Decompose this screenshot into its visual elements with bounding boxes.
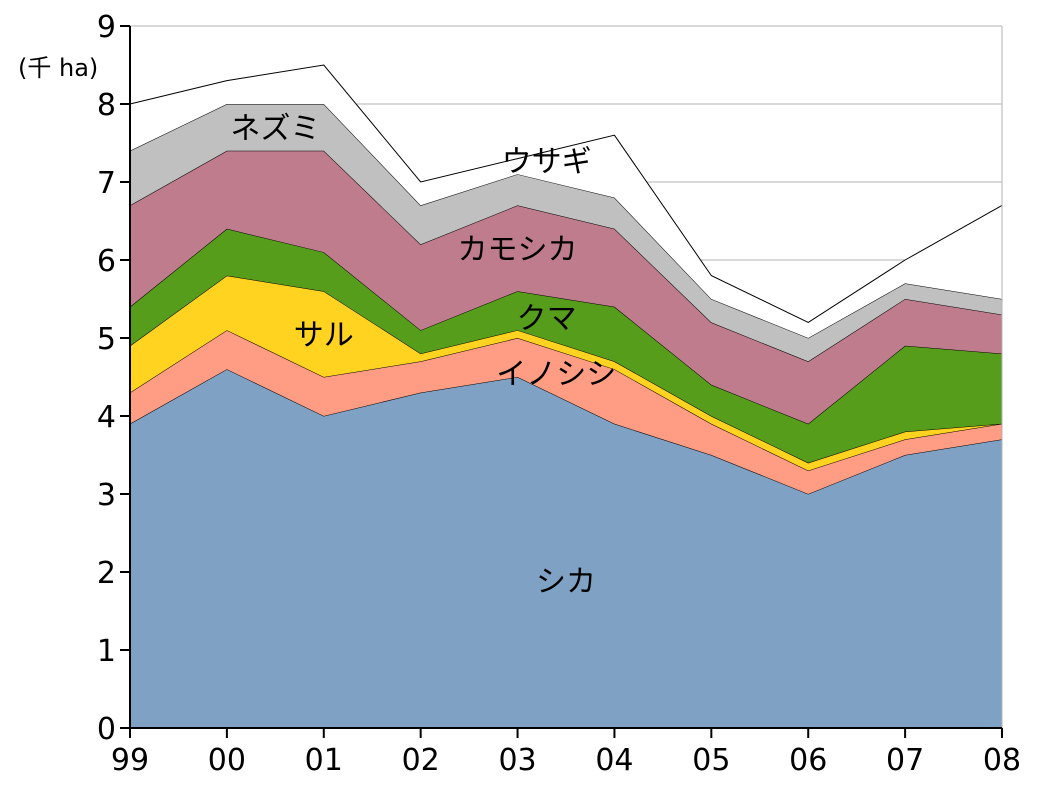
series-label-3: クマ bbox=[517, 302, 577, 337]
series-label-1: イノシシ bbox=[496, 357, 616, 392]
y-tick-label-4: 4 bbox=[97, 400, 116, 435]
y-tick-label-1: 1 bbox=[97, 634, 116, 669]
series-label-2: サル bbox=[294, 318, 354, 353]
x-tick-label-01: 01 bbox=[305, 743, 343, 778]
area-series-5 bbox=[130, 104, 1002, 362]
area-series-2 bbox=[130, 275, 1002, 471]
x-tick-label-02: 02 bbox=[402, 743, 440, 778]
series-areas bbox=[129, 64, 1003, 728]
y-tick-label-3: 3 bbox=[97, 478, 116, 513]
y-tick-label-2: 2 bbox=[97, 556, 116, 591]
series-label-0: シカ bbox=[536, 565, 596, 600]
series-label-6: ウサギ bbox=[502, 144, 592, 179]
x-tick-label-05: 05 bbox=[692, 743, 730, 778]
area-series-6-top-line bbox=[129, 64, 1003, 323]
plot-frame bbox=[129, 26, 1003, 729]
y-unit-label: (千 ha) bbox=[18, 54, 98, 82]
x-tick-label-04: 04 bbox=[595, 743, 633, 778]
x-tick-label-99: 99 bbox=[111, 743, 149, 778]
area-series-3 bbox=[130, 228, 1002, 463]
series-label-5: ネズミ bbox=[230, 111, 320, 146]
area-series-1 bbox=[130, 330, 1002, 494]
x-tick-label-00: 00 bbox=[208, 743, 246, 778]
x-tick-label-03: 03 bbox=[498, 743, 536, 778]
area-series-6 bbox=[130, 65, 1002, 338]
x-tick-label-06: 06 bbox=[789, 743, 827, 778]
x-tick-label-08: 08 bbox=[983, 743, 1021, 778]
area-series-4 bbox=[130, 150, 1002, 424]
area-series-0 bbox=[130, 369, 1002, 728]
y-tick-label-5: 5 bbox=[97, 322, 116, 357]
series-label-4: カモシカ bbox=[458, 232, 578, 267]
x-tick-label-07: 07 bbox=[886, 743, 924, 778]
y-tick-label-6: 6 bbox=[97, 244, 116, 279]
y-tick-label-8: 8 bbox=[97, 88, 116, 123]
y-tick-label-9: 9 bbox=[97, 10, 116, 45]
y-tick-label-0: 0 bbox=[97, 712, 116, 747]
y-tick-label-7: 7 bbox=[97, 166, 116, 201]
